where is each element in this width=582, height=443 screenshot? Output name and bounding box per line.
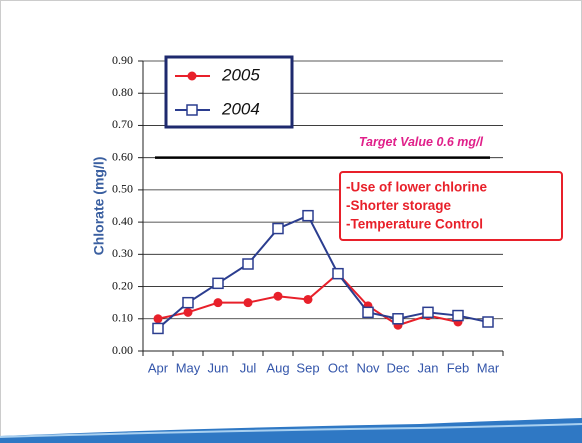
y-tick-label: 0.50 [112,182,133,196]
x-tick-label: Sep [296,360,319,375]
legend-label: 2005 [221,65,260,84]
point [153,314,163,324]
point [332,267,344,280]
point [273,291,283,301]
annotation-line: -Use of lower chlorine [346,180,488,195]
point [302,209,314,222]
point [362,306,374,319]
y-tick-label: 0.60 [112,149,133,163]
point [452,309,464,322]
y-tick-label: 0.70 [112,117,133,131]
legend-label: 2004 [221,99,260,118]
point [272,222,284,235]
point [303,294,313,304]
point [243,298,253,308]
point [183,307,193,317]
point [482,316,494,328]
x-tick-label: Mar [477,360,500,375]
point [422,306,434,319]
y-axis-label: Chlorate (mg/l) [91,157,107,256]
x-tick-label: Aug [266,360,289,375]
x-tick-label: May [176,360,201,375]
x-tick-label: Apr [148,360,169,375]
point [242,258,254,270]
annotation-box [339,171,563,241]
y-tick-label: 0.90 [112,53,133,67]
point [182,296,194,309]
x-tick-label: Nov [356,360,380,375]
annotation-line: -Temperature Control [346,217,483,232]
point [392,313,404,325]
y-tick-label: 0.40 [112,214,133,228]
y-tick-label: 0.30 [112,246,133,260]
point [152,322,164,335]
point [213,298,223,308]
x-tick-label: Oct [328,360,349,375]
y-tick-label: 0.20 [112,278,133,292]
y-tick-label: 0.10 [112,311,133,325]
legend-marker [186,104,198,116]
x-tick-label: Jun [208,360,229,375]
point [212,277,224,290]
decor-swoosh-highlight [0,423,582,438]
target-label: Target Value 0.6 mg/l [359,135,484,149]
y-tick-label: 0.80 [112,85,133,99]
y-tick-label: 0.00 [112,343,133,357]
x-tick-label: Jan [418,360,439,375]
annotation-line: -Shorter storage [346,198,452,213]
x-tick-label: Feb [447,360,469,375]
x-tick-label: Jul [240,360,257,375]
x-tick-label: Dec [386,360,410,375]
legend-marker [187,71,197,81]
